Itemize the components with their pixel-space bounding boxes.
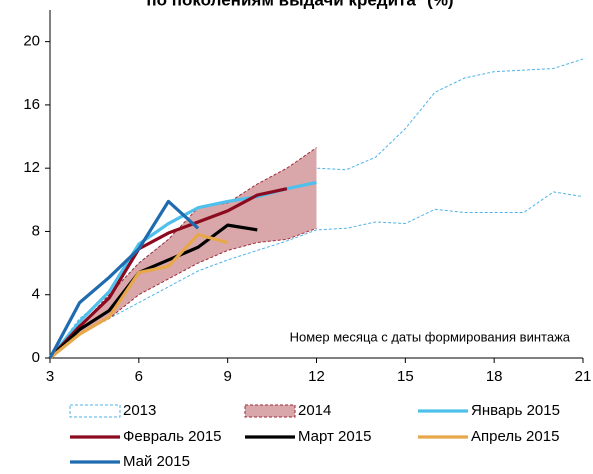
line (48, 233, 229, 360)
legend-label: Январь 2015 (471, 402, 560, 419)
x-tick-label: 6 (135, 368, 143, 385)
legend-label: Февраль 2015 (123, 428, 222, 445)
band-edge (49, 58, 584, 359)
x-tick-label: 15 (397, 368, 414, 385)
x-tick-label: 3 (46, 368, 54, 385)
y-tick-label: 0 (32, 349, 40, 366)
legend-swatch (69, 404, 121, 418)
x-tick-label: 9 (223, 368, 231, 385)
x-tick-label: 12 (308, 368, 325, 385)
x-tick-label: 18 (486, 368, 503, 385)
line (48, 199, 200, 359)
chart-title: по поколениям выдачи кредита* (%) (146, 0, 453, 9)
band-edge (49, 191, 584, 359)
legend-label: Май 2015 (123, 453, 190, 470)
line (48, 187, 288, 360)
legend-label: Апрель 2015 (471, 428, 559, 445)
y-tick-label: 8 (32, 222, 40, 239)
y-tick-label: 20 (23, 33, 40, 50)
legend-label: Март 2015 (298, 428, 371, 445)
annotation: Номер месяца с даты формирования винтажа (290, 329, 571, 344)
legend-label: 2014 (298, 402, 331, 419)
y-tick-label: 4 (32, 286, 40, 303)
line (48, 223, 258, 360)
y-tick-label: 16 (23, 96, 40, 113)
legend-label: 2013 (123, 402, 156, 419)
legend-swatch (244, 404, 296, 418)
x-tick-label: 21 (575, 368, 592, 385)
y-tick-label: 12 (23, 159, 40, 176)
